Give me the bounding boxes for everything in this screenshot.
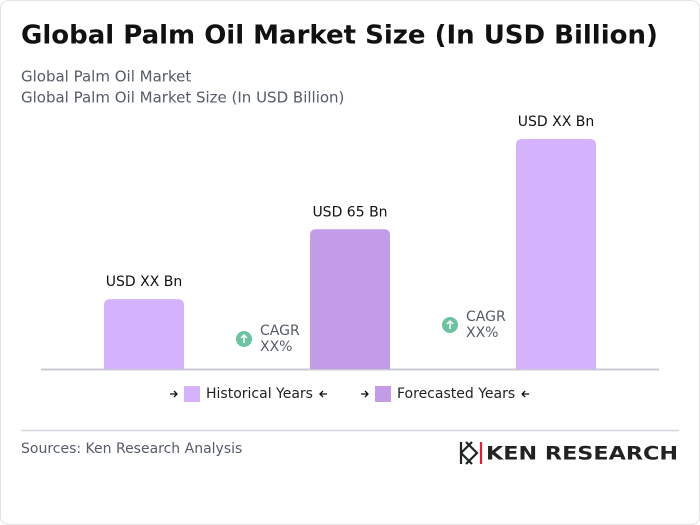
source: Sources: Ken Research Analysis	[21, 441, 242, 457]
value-label: USD 65 Bn	[312, 204, 387, 220]
legend-swatch	[184, 386, 200, 402]
legend-arrow	[170, 390, 178, 398]
legend-arrow	[521, 390, 530, 398]
legend-label: Forecasted Years	[397, 386, 515, 402]
chart-title: Global Palm Oil Market Size (In USD Bill…	[21, 21, 658, 51]
legend-arrow	[319, 390, 327, 398]
value-label: USD XX Bn	[106, 274, 182, 290]
bar	[516, 139, 596, 369]
bar	[310, 229, 390, 369]
cagr-label: XX%	[466, 325, 498, 341]
cagr-label: CAGR	[466, 309, 506, 325]
cagr-label: XX%	[260, 339, 292, 355]
logo-text: KEN RESEARCH	[486, 443, 678, 465]
legend-arrow	[361, 390, 369, 398]
bar	[104, 299, 184, 369]
cagr-label: CAGR	[260, 323, 300, 339]
subtitle: Global Palm Oil Market	[21, 68, 191, 86]
subtitle: Global Palm Oil Market Size (In USD Bill…	[21, 89, 344, 107]
value-label: USD XX Bn	[518, 114, 594, 130]
cagr-arrow	[446, 319, 454, 329]
legend-label: Historical Years	[206, 386, 313, 402]
legend-swatch	[375, 386, 391, 402]
cagr-arrow	[240, 333, 248, 343]
logo-icon	[459, 441, 483, 465]
